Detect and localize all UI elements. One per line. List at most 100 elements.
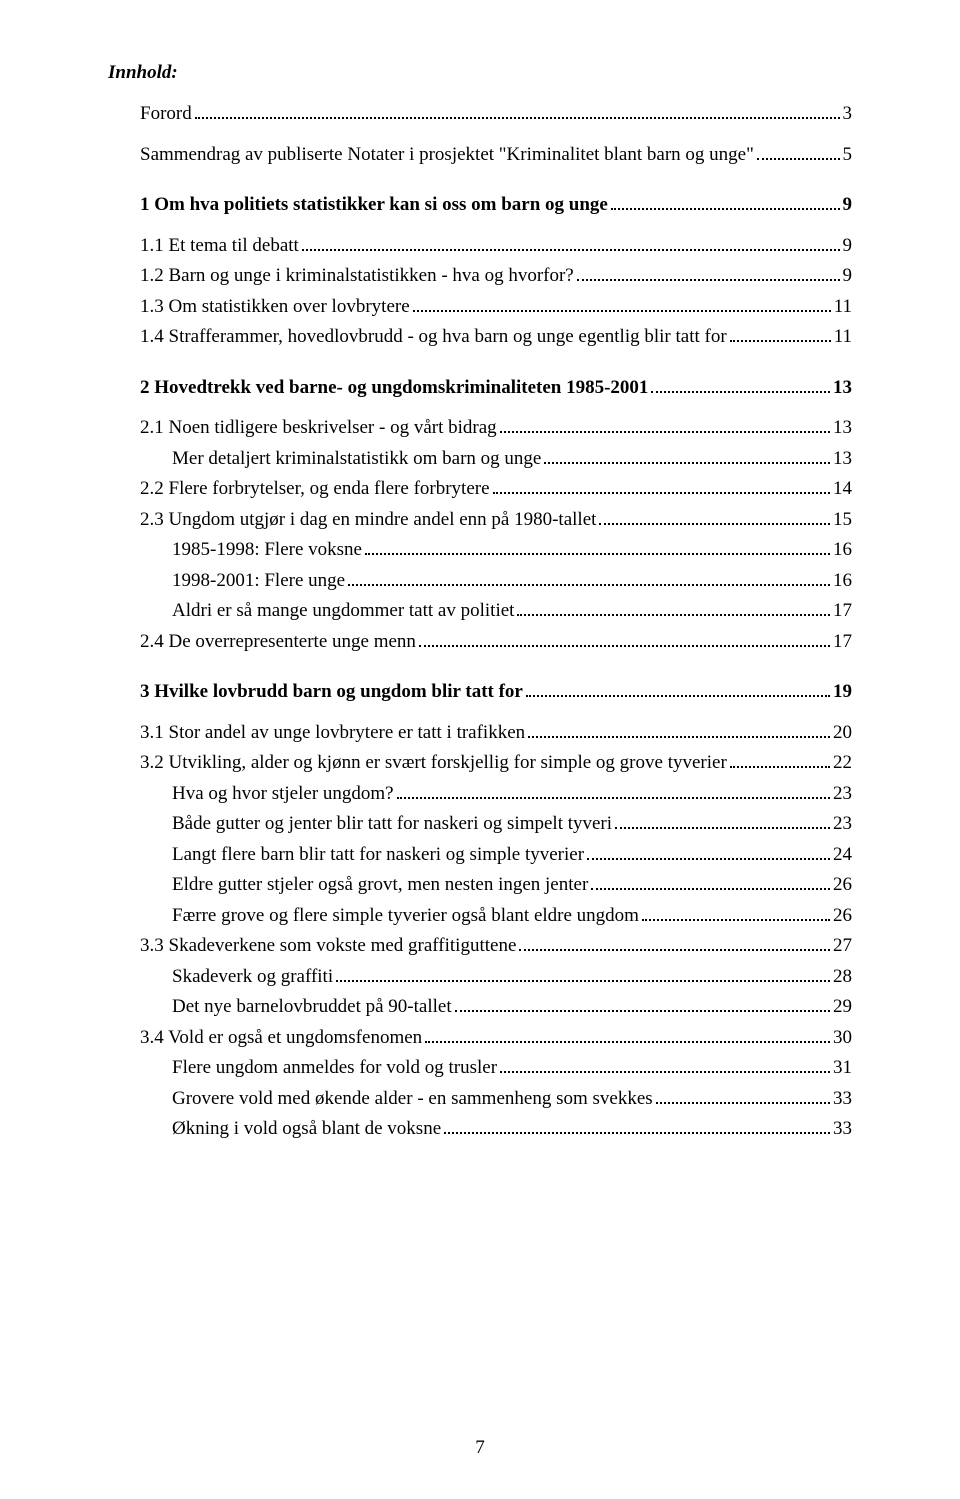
toc-leader-dots: [757, 158, 840, 160]
toc-entry-page: 19: [833, 682, 852, 701]
toc-leader-dots: [397, 797, 830, 799]
toc-leader-dots: [348, 584, 830, 586]
toc-entry-page: 9: [843, 195, 853, 214]
toc-leader-dots: [730, 340, 831, 342]
toc-leader-dots: [519, 949, 830, 951]
toc-entry-text: 1.3 Om statistikken over lovbrytere: [140, 297, 410, 316]
toc-entry: 1.1 Et tema til debatt9: [140, 236, 852, 255]
toc-entry: Økning i vold også blant de voksne 33: [172, 1119, 852, 1138]
toc-entry-page: 33: [833, 1119, 852, 1138]
toc-entry-page: 27: [833, 936, 852, 955]
toc-entry-text: 3.1 Stor andel av unge lovbrytere er tat…: [140, 723, 525, 742]
toc-entry-text: 3.3 Skadeverkene som vokste med graffiti…: [140, 936, 516, 955]
toc-entry-text: Det nye barnelovbruddet på 90-tallet: [172, 997, 452, 1016]
toc-leader-dots: [615, 827, 830, 829]
toc-entry-text: 2.2 Flere forbrytelser, og enda flere fo…: [140, 479, 490, 498]
toc-entry: 1.3 Om statistikken over lovbrytere 11: [140, 297, 852, 316]
toc-entry-page: 9: [843, 236, 853, 255]
toc-entry: 2.1 Noen tidligere beskrivelser - og vår…: [140, 418, 852, 437]
toc-entry: Eldre gutter stjeler også grovt, men nes…: [172, 875, 852, 894]
toc-entry-text: Sammendrag av publiserte Notater i prosj…: [140, 145, 754, 164]
toc-entry: 3.4 Vold er også et ungdomsfenomen30: [140, 1028, 852, 1047]
toc-entry: Langt flere barn blir tatt for naskeri o…: [172, 845, 852, 864]
toc-entry: 1.2 Barn og unge i kriminalstatistikken …: [140, 266, 852, 285]
toc-leader-dots: [642, 919, 830, 921]
toc-entry-page: 28: [833, 967, 852, 986]
toc-entry-text: Aldri er så mange ungdommer tatt av poli…: [172, 601, 514, 620]
toc-entry-page: 16: [833, 540, 852, 559]
toc-leader-dots: [544, 462, 830, 464]
toc-entry-text: 1 Om hva politiets statistikker kan si o…: [140, 195, 608, 214]
toc-entry: 1 Om hva politiets statistikker kan si o…: [140, 195, 852, 214]
toc-entry-text: Færre grove og flere simple tyverier ogs…: [172, 906, 639, 925]
toc-entry-page: 31: [833, 1058, 852, 1077]
toc-leader-dots: [587, 858, 830, 860]
toc-entry-page: 17: [833, 601, 852, 620]
toc-entry: 2.3 Ungdom utgjør i dag en mindre andel …: [140, 510, 852, 529]
toc-leader-dots: [195, 117, 840, 119]
toc-entry: 2.2 Flere forbrytelser, og enda flere fo…: [140, 479, 852, 498]
toc-entry: Både gutter og jenter blir tatt for nask…: [172, 814, 852, 833]
toc-entry-text: 1.4 Strafferammer, hovedlovbrudd - og hv…: [140, 327, 727, 346]
toc-entry: Mer detaljert kriminalstatistikk om barn…: [172, 449, 852, 468]
toc-leader-dots: [591, 888, 830, 890]
toc-leader-dots: [730, 766, 830, 768]
toc-entry: Sammendrag av publiserte Notater i prosj…: [140, 145, 852, 164]
toc-entry-page: 26: [833, 875, 852, 894]
toc-entry-page: 3: [843, 104, 853, 123]
toc-entry-page: 33: [833, 1089, 852, 1108]
toc-entry: Hva og hvor stjeler ungdom?23: [172, 784, 852, 803]
toc-spacer: [108, 226, 852, 236]
toc-spacer: [108, 713, 852, 723]
toc-spacer: [108, 358, 852, 378]
toc-entry-text: 2.4 De overrepresenterte unge menn: [140, 632, 416, 651]
toc-entry-page: 16: [833, 571, 852, 590]
toc-entry-page: 23: [833, 814, 852, 833]
toc-spacer: [108, 135, 852, 145]
toc-entry-page: 11: [834, 297, 852, 316]
toc-entry: 1998-2001: Flere unge16: [172, 571, 852, 590]
toc-entry: 1.4 Strafferammer, hovedlovbrudd - og hv…: [140, 327, 852, 346]
toc-entry: 3.3 Skadeverkene som vokste med graffiti…: [140, 936, 852, 955]
toc-entry: Flere ungdom anmeldes for vold og trusle…: [172, 1058, 852, 1077]
toc-leader-dots: [528, 736, 830, 738]
toc-entry-page: 13: [833, 378, 852, 397]
toc-entry-page: 26: [833, 906, 852, 925]
toc-leader-dots: [336, 980, 830, 982]
toc-entry-text: 2 Hovedtrekk ved barne- og ungdomskrimin…: [140, 378, 648, 397]
toc-leader-dots: [611, 208, 840, 210]
toc-entry-text: 3 Hvilke lovbrudd barn og ungdom blir ta…: [140, 682, 523, 701]
toc-entry: 3 Hvilke lovbrudd barn og ungdom blir ta…: [140, 682, 852, 701]
toc-leader-dots: [413, 310, 831, 312]
toc-entry: Skadeverk og graffiti28: [172, 967, 852, 986]
toc-entry-page: 11: [834, 327, 852, 346]
toc-entry: 2.4 De overrepresenterte unge menn17: [140, 632, 852, 651]
toc-entry: Grovere vold med økende alder - en samme…: [172, 1089, 852, 1108]
toc-entry-page: 29: [833, 997, 852, 1016]
toc-entry-text: 3.2 Utvikling, alder og kjønn er svært f…: [140, 753, 727, 772]
toc-entry-text: 2.1 Noen tidligere beskrivelser - og vår…: [140, 418, 497, 437]
toc-entry-page: 23: [833, 784, 852, 803]
toc-entry-page: 22: [833, 753, 852, 772]
toc-entry-page: 20: [833, 723, 852, 742]
toc-leader-dots: [517, 614, 830, 616]
toc-entry-text: Økning i vold også blant de voksne: [172, 1119, 441, 1138]
toc-leader-dots: [500, 431, 830, 433]
toc-entry: 2 Hovedtrekk ved barne- og ungdomskrimin…: [140, 378, 852, 397]
toc-entry: Aldri er så mange ungdommer tatt av poli…: [172, 601, 852, 620]
toc-entry-page: 15: [833, 510, 852, 529]
toc-title: Innhold:: [108, 62, 852, 84]
page-number: 7: [0, 1437, 960, 1459]
toc-leader-dots: [365, 553, 830, 555]
toc-entry-text: Grovere vold med økende alder - en samme…: [172, 1089, 653, 1108]
toc-leader-dots: [425, 1041, 830, 1043]
toc-entry-text: 1985-1998: Flere voksne: [172, 540, 362, 559]
toc-leader-dots: [526, 695, 830, 697]
toc-entry: 3.2 Utvikling, alder og kjønn er svært f…: [140, 753, 852, 772]
toc-entry: 3.1 Stor andel av unge lovbrytere er tat…: [140, 723, 852, 742]
toc-entry-page: 14: [833, 479, 852, 498]
toc-leader-dots: [599, 523, 830, 525]
toc-spacer: [108, 662, 852, 682]
toc-list: Forord3Sammendrag av publiserte Notater …: [108, 104, 852, 1138]
toc-entry-page: 13: [833, 449, 852, 468]
